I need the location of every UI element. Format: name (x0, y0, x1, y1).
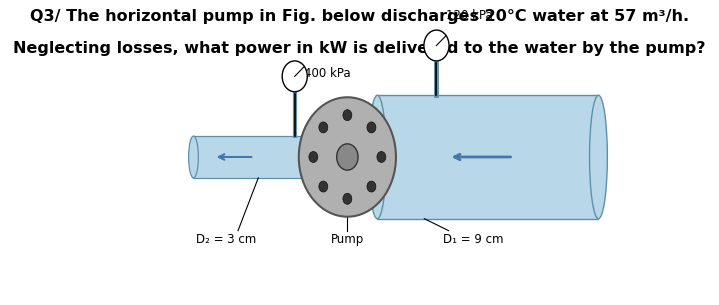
Circle shape (319, 122, 328, 133)
Text: D₂ = 3 cm: D₂ = 3 cm (196, 233, 256, 246)
Text: 120 kPa: 120 kPa (446, 9, 493, 22)
Circle shape (336, 144, 358, 170)
Text: Pump: Pump (331, 233, 364, 246)
Text: Q3/ The horizontal pump in Fig. below discharges 20°C water at 57 m³/h.: Q3/ The horizontal pump in Fig. below di… (30, 9, 689, 24)
Bar (303, 136, 315, 178)
Text: D₁ = 9 cm: D₁ = 9 cm (443, 233, 503, 246)
Bar (377, 95, 598, 219)
Circle shape (299, 97, 396, 217)
Circle shape (343, 193, 352, 204)
Circle shape (343, 110, 352, 121)
Circle shape (377, 152, 386, 163)
Ellipse shape (188, 136, 198, 178)
Circle shape (367, 122, 376, 133)
Circle shape (282, 61, 307, 92)
Text: Neglecting losses, what power in kW is delivered to the water by the pump?: Neglecting losses, what power in kW is d… (13, 41, 706, 56)
Bar (193, 136, 319, 178)
Circle shape (319, 181, 328, 192)
Ellipse shape (368, 95, 386, 219)
Circle shape (367, 181, 376, 192)
Text: 400 kPa: 400 kPa (304, 67, 351, 80)
Circle shape (424, 30, 449, 61)
Ellipse shape (590, 95, 608, 219)
Circle shape (309, 152, 318, 163)
